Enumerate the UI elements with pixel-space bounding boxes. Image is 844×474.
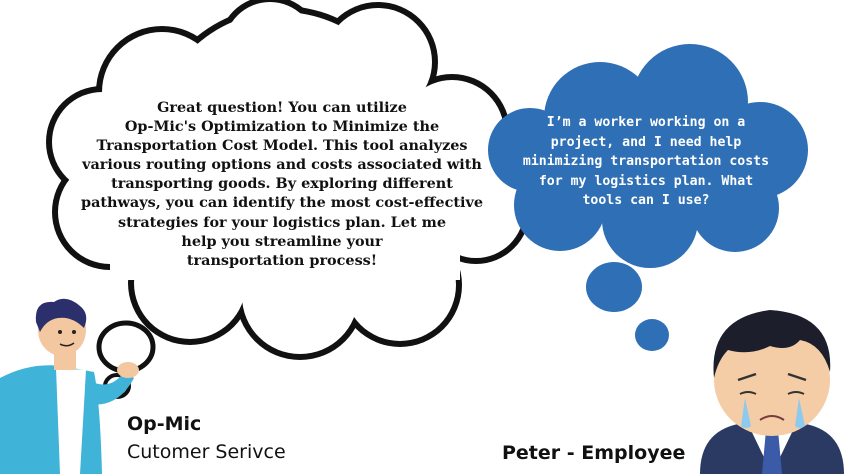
agent-bubble-line: pathways, you can identify the most cost… xyxy=(81,194,483,212)
agent-bubble-line: strategies for your logistics plan. Let … xyxy=(118,213,446,231)
employee-bubble-text: I’m a worker working on a project, and I… xyxy=(494,113,798,211)
agent-bubble-line: various routing options and costs associ… xyxy=(82,156,482,174)
agent-illustration xyxy=(0,298,139,474)
agent-bubble-line: Great question! You can utilize xyxy=(157,99,407,116)
employee-bubble-line: minimizing transportation costs xyxy=(522,154,770,169)
employee-bubble-line: tools can I use? xyxy=(582,193,710,208)
agent-role-label: Cutomer Serivce xyxy=(127,441,286,463)
employee-bubble-line: for my logistics plan. What xyxy=(538,173,754,189)
employee-bubble-line: project, and I need help xyxy=(550,134,742,150)
agent-hair xyxy=(35,298,87,332)
agent-thought-cloud xyxy=(46,0,530,399)
employee-hair xyxy=(713,310,831,378)
employee-tie xyxy=(762,430,782,474)
agent-name-label: Op-Mic xyxy=(127,413,202,435)
employee-thought-cloud xyxy=(488,44,808,351)
employee-name-label: Peter - Employee xyxy=(502,442,686,464)
agent-bubble-line: Op-Mic's Optimization to Minimize the xyxy=(124,118,440,136)
agent-bubble-line: help you streamline your xyxy=(181,232,383,250)
agent-bubble-line: transportation process! xyxy=(186,251,378,269)
employee-thought-dot-large xyxy=(586,262,642,312)
employee-bubble-line: I’m a worker working on a xyxy=(546,115,746,130)
agent-bubble-line: transporting goods. By exploring differe… xyxy=(111,175,453,193)
agent-bubble-line: Transportation Cost Model. This tool ana… xyxy=(96,137,468,155)
agent-bubble-text: Great question! You can utilize Op-Mic's… xyxy=(78,98,486,270)
employee-illustration xyxy=(700,310,844,474)
employee-thought-dot-small xyxy=(635,319,669,351)
